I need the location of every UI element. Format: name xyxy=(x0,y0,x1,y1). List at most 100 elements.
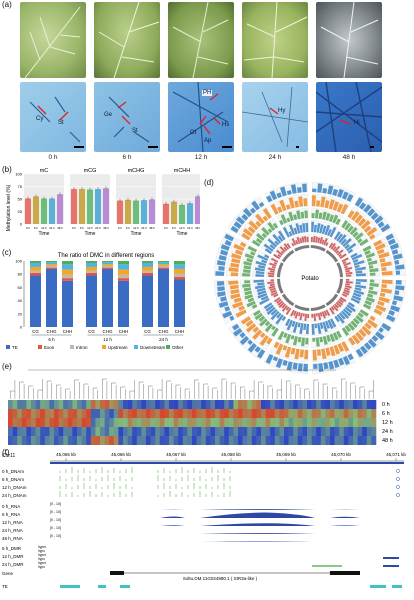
e-heat-cell xyxy=(224,400,230,409)
d-track-bar xyxy=(333,359,340,369)
c-tick-label: CHG xyxy=(159,329,169,334)
d-track-bar xyxy=(259,332,266,339)
c-bar-segment xyxy=(102,261,113,263)
d-track-bar xyxy=(285,333,292,344)
d-track-bar xyxy=(300,211,305,219)
e-heat-cell xyxy=(334,400,340,409)
c-group-label: 12 h xyxy=(103,337,112,342)
e-heat-cell xyxy=(270,409,276,418)
d-track-bar xyxy=(276,192,282,199)
e-heat-cell xyxy=(118,418,124,427)
d-track-bar xyxy=(322,335,328,345)
d-track-bar xyxy=(275,358,283,369)
f-dna-track-label: 24 h_DNAm xyxy=(2,493,27,498)
genome-browser: Chr11 45,065 kb 45,066 kb 45,067 kb 45,068 k… xyxy=(2,452,406,589)
panel-d-label: (d) xyxy=(204,178,214,187)
d-track-bar xyxy=(286,243,291,249)
d-track-bar xyxy=(354,287,362,292)
d-chromosome-band xyxy=(325,293,339,307)
e-heat-cell xyxy=(164,418,170,427)
d-track-bar xyxy=(218,301,229,308)
d-track-bar xyxy=(254,346,261,353)
e-heat-cell xyxy=(192,436,197,445)
e-heat-cell xyxy=(127,418,133,427)
e-heat-cell xyxy=(265,409,271,418)
d-track-bar xyxy=(346,304,356,313)
e-heat-cell xyxy=(21,427,27,436)
d-track-bar xyxy=(256,287,266,293)
e-heat-cell xyxy=(339,400,345,409)
c-legend-label: Upstream xyxy=(108,345,128,350)
e-heat-cell xyxy=(178,436,184,445)
d-track-bar xyxy=(260,295,269,301)
e-heat-cell xyxy=(178,418,184,427)
e-heat-cell xyxy=(316,427,322,436)
e-heat-cell xyxy=(256,427,262,436)
d-track-bar xyxy=(348,337,356,346)
d-track-bar xyxy=(359,309,369,317)
d-track-bar xyxy=(352,259,359,263)
d-track-bar xyxy=(329,333,336,343)
e-heat-cell xyxy=(279,409,285,418)
d-track-bar xyxy=(380,288,392,294)
d-track-bar xyxy=(247,245,257,253)
d-track-bar xyxy=(363,204,372,214)
d-track-bar xyxy=(279,246,286,253)
d-track-bar xyxy=(388,309,395,316)
d-track-bar xyxy=(340,203,349,215)
e-heat-cell xyxy=(357,436,363,445)
d-track-bar xyxy=(363,342,372,351)
e-heat-cell xyxy=(40,427,46,436)
d-track-bar xyxy=(312,337,316,342)
d-track-bar xyxy=(264,254,270,259)
e-heat-cell xyxy=(205,400,211,409)
e-heat-cell xyxy=(63,436,69,445)
d-track-bar xyxy=(341,257,349,263)
d-track-bar xyxy=(337,300,344,306)
d-track-bar xyxy=(343,261,351,267)
e-heat-cell xyxy=(242,418,248,427)
d-track-bar xyxy=(315,313,318,317)
e-heat-cell xyxy=(251,427,257,436)
e-heat-cell xyxy=(196,427,202,436)
d-track-bar xyxy=(279,219,284,226)
d-track-bar xyxy=(244,253,255,260)
e-heat-cell xyxy=(233,418,239,427)
e-heat-cell xyxy=(238,427,243,436)
d-track-bar xyxy=(369,283,379,288)
c-bar-segment xyxy=(46,262,57,265)
c-bar-segment xyxy=(46,268,57,327)
d-track-bar xyxy=(303,363,308,372)
e-heat-cell xyxy=(196,418,202,427)
c-bar-segment xyxy=(86,266,97,271)
d-track-bar xyxy=(315,236,318,243)
d-track-bar xyxy=(269,283,275,287)
e-heat-cell xyxy=(270,418,276,427)
panel-a-label: (a) xyxy=(2,0,12,9)
d-track-bar xyxy=(292,362,298,370)
f-rna-track-label: 0 h_RNA xyxy=(2,504,20,509)
e-heat-cell xyxy=(26,427,32,436)
d-track-bar xyxy=(357,217,367,227)
d-track-bar xyxy=(312,349,317,361)
d-track-bar xyxy=(328,361,335,370)
d-track-bar xyxy=(273,253,281,260)
d-track-bar xyxy=(274,297,281,303)
e-heat-cell xyxy=(302,436,308,445)
d-track-bar xyxy=(298,196,304,207)
e-heat-cell xyxy=(261,436,266,445)
e-heat-cell xyxy=(224,427,230,436)
d-track-bar xyxy=(230,272,239,277)
e-heat-cell xyxy=(26,400,32,409)
d-track-bar xyxy=(261,226,270,236)
e-heat-cell xyxy=(44,400,50,409)
e-heat-cell xyxy=(150,409,156,418)
d-track-bar xyxy=(246,300,256,308)
e-heat-cell xyxy=(215,409,220,418)
e-heat-cell xyxy=(261,427,266,436)
f-region-bar xyxy=(50,462,404,464)
e-heat-cell xyxy=(293,409,299,418)
leaf-image-48h xyxy=(316,2,382,78)
e-heat-cell xyxy=(77,427,82,436)
d-track-bar xyxy=(317,312,322,321)
